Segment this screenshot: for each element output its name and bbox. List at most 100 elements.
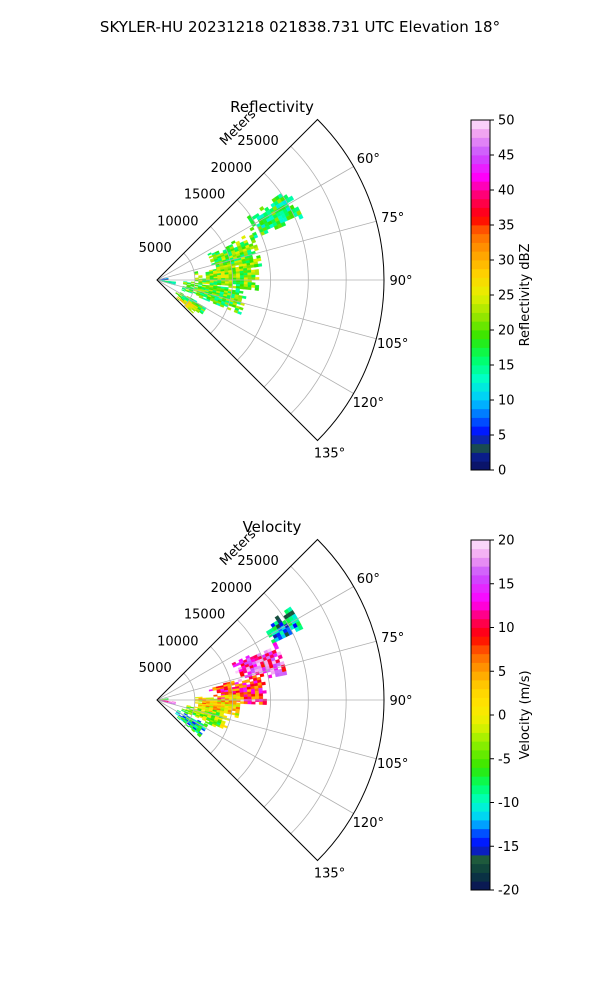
range-tick-label: 10000 [157,214,198,229]
colorbar-label: Reflectivity dBZ [518,244,533,347]
colorbar-band [471,435,490,445]
colorbar-tick-label: 15 [498,359,515,374]
colorbar-band [471,338,490,348]
colorbar-band [471,592,490,602]
figure-title: SKYLER-HU 20231218 021838.731 UTC Elevat… [100,18,500,36]
velocity-grid [156,538,385,862]
colorbar-band [471,767,490,777]
reflectivity-colorbar: 0 5 10 15 20 25 30 35 40 45 50 Reflectivity dBZ [470,114,533,479]
colorbar-tick-label: -20 [498,884,519,899]
colorbar-band [471,417,490,427]
colorbar-band [471,382,490,392]
colorbar-band [471,277,490,287]
colorbar-band [471,146,490,156]
azimuth-tick-label: 90° [390,694,413,709]
colorbar-band [471,461,490,471]
colorbar-tick-label: 5 [498,429,506,444]
colorbar-band [471,758,490,768]
azimuth-spoke-60 [156,586,354,701]
colorbar-band [471,872,490,882]
colorbar-tick-label: 15 [498,577,515,592]
colorbar-tick-label: 0 [498,709,506,724]
range-tick-label: 15000 [184,608,225,623]
velocity-echo-region-1 [231,641,288,683]
colorbar-band [471,120,490,130]
colorbar-band [471,846,490,856]
range-tick-label: 10000 [157,634,198,649]
colorbar-band [471,715,490,725]
colorbar-band [471,365,490,375]
colorbar-band [471,881,490,891]
colorbar-band [471,312,490,322]
colorbar-band [471,557,490,567]
colorbar-band [471,216,490,226]
colorbar-band [471,128,490,138]
range-tick-label: 20000 [211,581,252,596]
colorbar-band [471,855,490,865]
azimuth-spoke-75 [156,220,377,281]
sector-frame [156,538,385,862]
colorbar-band [471,575,490,585]
colorbar-band [471,391,490,401]
azimuth-tick-label: 75° [381,211,404,226]
azimuth-spoke-120 [156,279,354,394]
colorbar-band [471,321,490,331]
reflectivity-labels: 60° 75° 90° 105° 120° 135° 5000 10000 15000 20000… [139,107,413,462]
velocity-title: Velocity [243,518,302,536]
colorbar-band [471,452,490,462]
colorbar-band [471,785,490,795]
colorbar-band [471,163,490,173]
azimuth-tick-label: 60° [357,152,380,167]
reflectivity-echo-region-0 [246,192,304,239]
colorbar-band [471,820,490,830]
colorbar-band [471,181,490,191]
colorbar-band [471,863,490,873]
colorbar-band [471,723,490,733]
colorbar-band [471,251,490,261]
azimuth-tick-label: 135° [314,447,345,462]
azimuth-spoke-105 [156,279,377,340]
velocity-labels: 60° 75° 90° 105° 120° 135° 5000 10000 15000 20000… [139,527,413,882]
azimuth-spoke-75 [156,640,377,701]
colorbar-tick-label: 45 [498,149,515,164]
colorbar-band [471,172,490,182]
reflectivity-echo [156,192,304,315]
colorbar-band [471,706,490,716]
colorbar-band [471,627,490,637]
colorbar-band [471,400,490,410]
colorbar-band [471,662,490,672]
colorbar-band [471,443,490,453]
colorbar-band [471,645,490,655]
colorbar-band [471,688,490,698]
velocity-echo-region-0 [265,606,304,644]
colorbar-band [471,793,490,803]
colorbar-tick-label: 20 [498,534,515,549]
colorbar-band [471,242,490,252]
colorbar-band [471,618,490,628]
colorbar-tick-label: 10 [498,621,515,636]
reflectivity-echo-region-5 [176,296,199,314]
colorbar-band [471,190,490,200]
velocity-panel: Velocity 60° 75° 90° 105° 120° 135° 5000 10000 1… [139,518,533,899]
colorbar-label: Velocity (m/s) [518,670,533,759]
colorbar-band [471,653,490,663]
colorbar-band [471,207,490,217]
azimuth-tick-label: 75° [381,631,404,646]
colorbar-band [471,811,490,821]
colorbar-band [471,373,490,383]
colorbar-band [471,303,490,313]
colorbar-tick-label: 35 [498,219,515,234]
sector-frame [156,118,385,442]
colorbar-band [471,347,490,357]
azimuth-tick-label: 90° [390,274,413,289]
colorbar-band [471,732,490,742]
range-tick-label: 5000 [139,241,172,256]
colorbar-band [471,408,490,418]
colorbar-tick-label: 5 [498,665,506,680]
reflectivity-title: Reflectivity [230,98,314,116]
colorbar-tick-label: 30 [498,254,515,269]
colorbar-tick-label: -5 [498,752,511,767]
colorbar-band [471,610,490,620]
reflectivity-panel: Reflectivity 60° 75° 90° 105° 120° 135° 5000 10… [139,98,533,479]
